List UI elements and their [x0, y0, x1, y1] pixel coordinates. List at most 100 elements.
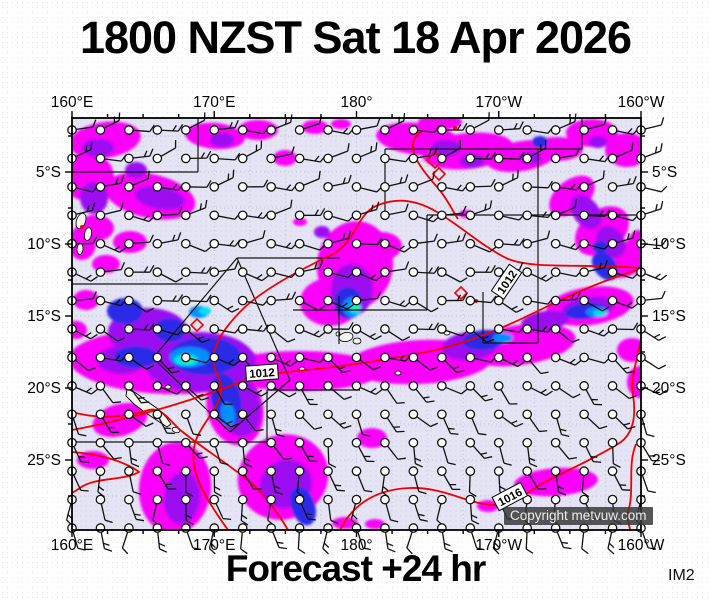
svg-text:5°S: 5°S [652, 164, 677, 181]
wind-barb [522, 267, 554, 282]
wind-barb [550, 381, 581, 399]
wind-barb [607, 175, 637, 192]
wind-barb [180, 409, 202, 436]
svg-text:15°S: 15°S [652, 308, 686, 325]
wind-barb [465, 494, 480, 525]
wind-barb [579, 295, 610, 312]
wind-barb [95, 262, 126, 277]
wind-barb [237, 140, 263, 164]
wind-barb [408, 171, 435, 192]
wind-barb [124, 264, 155, 277]
svg-text:20°S: 20°S [27, 380, 61, 397]
wind-barb [436, 182, 469, 192]
wind-barb [351, 437, 375, 463]
wind-barb [550, 199, 577, 221]
wind-barb [493, 437, 512, 466]
wind-barb [95, 352, 127, 363]
svg-text:160°W: 160°W [618, 94, 665, 111]
wind-barb [95, 175, 125, 192]
wind-barb [408, 466, 427, 495]
wind-barb [266, 324, 296, 343]
wind-barb [237, 494, 249, 526]
wind-barb [550, 324, 580, 343]
wind-barb [465, 466, 477, 497]
wind-barb [294, 324, 326, 338]
wind-barb [465, 178, 496, 192]
wind-barb [180, 381, 210, 401]
wind-barb [209, 437, 229, 466]
wind-barb [380, 466, 390, 498]
wind-barb [408, 125, 440, 135]
wind-barb [95, 202, 124, 221]
wind-barb [209, 381, 233, 405]
wind-barb [351, 324, 382, 341]
wind-barb [493, 121, 524, 135]
wind-barb [266, 114, 293, 135]
svg-text:10°S: 10°S [27, 236, 61, 253]
wind-barb [152, 294, 184, 306]
wind-barb [152, 466, 177, 490]
map-interior [72, 118, 641, 530]
wind-barb [550, 182, 582, 192]
wind-barb [95, 112, 121, 135]
wind-barb [380, 238, 412, 253]
wind-barb [465, 381, 493, 402]
wind-barb [323, 174, 352, 192]
svg-text:25°S: 25°S [652, 452, 686, 469]
svg-text:170°W: 170°W [475, 537, 522, 554]
wind-barb [408, 233, 438, 249]
wind-barb [180, 294, 212, 306]
wind-barb [436, 381, 469, 395]
wind-barb [380, 381, 405, 404]
wind-barb [266, 437, 293, 460]
wind-barb [636, 409, 655, 438]
wind-barb [180, 266, 212, 277]
wind-barb [550, 147, 580, 164]
wind-barb [124, 409, 154, 427]
wind-barb [408, 322, 440, 334]
wind-barb [180, 112, 206, 135]
wind-barb [209, 409, 239, 428]
wind-barb [607, 322, 639, 334]
wind-barb [124, 124, 155, 135]
wind-barb [152, 124, 184, 135]
copyright-badge: Copyright metvuw.com [504, 507, 653, 525]
wind-barb-field [65, 112, 668, 555]
model-run-tag: IM2 [668, 567, 695, 584]
wind-barb [323, 466, 346, 492]
wind-barb [351, 267, 383, 282]
forecast-hour-label: Forecast +24 hr [225, 548, 487, 589]
wind-barb [209, 295, 240, 313]
wind-barb [351, 409, 371, 437]
wind-barb [209, 210, 241, 221]
wind-barb [237, 125, 270, 135]
wind-barb [579, 209, 610, 221]
wind-barb [323, 295, 355, 310]
wind-barb [350, 494, 362, 526]
wind-barb [380, 112, 406, 135]
wind-barb [95, 381, 121, 404]
wind-barb [294, 238, 326, 251]
wind-barb [436, 352, 465, 374]
wind-barb [607, 466, 631, 491]
wind-barb [209, 152, 241, 164]
wind-barb [124, 148, 154, 164]
wind-barb [124, 352, 154, 370]
wind-barb [152, 206, 183, 221]
wind-barb [95, 324, 126, 342]
wind-barb [152, 437, 171, 466]
wind-barb [323, 321, 354, 334]
wind-barb [465, 295, 497, 306]
wind-barb [579, 409, 608, 430]
wind-barb [209, 324, 241, 334]
wind-barb [380, 261, 410, 277]
svg-text:160°E: 160°E [51, 94, 93, 111]
svg-text:5°S: 5°S [36, 164, 61, 181]
wind-barb [436, 466, 461, 491]
wind-barb [465, 437, 493, 459]
wind-barb [180, 466, 194, 497]
wind-barb [607, 295, 639, 309]
wind-barb [294, 208, 326, 221]
wind-barb [95, 437, 122, 460]
wind-barb [351, 142, 378, 164]
